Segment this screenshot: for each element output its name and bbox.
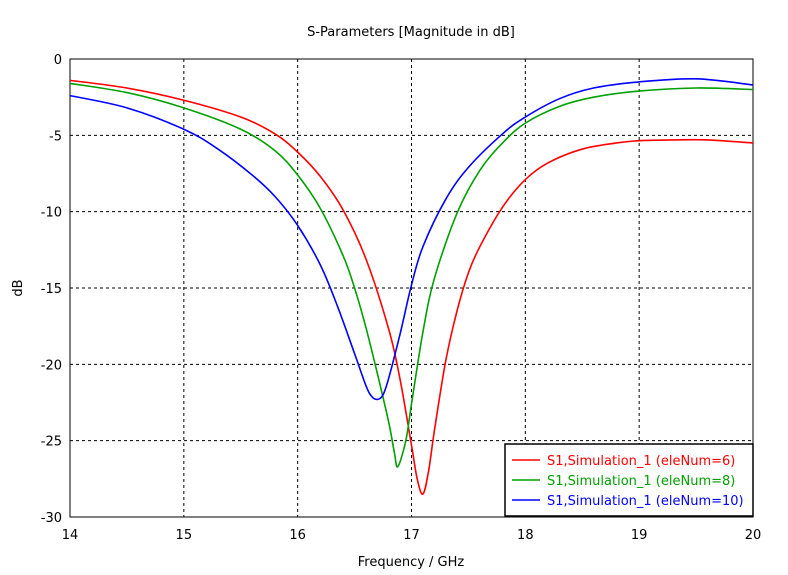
x-tick-label: 19: [631, 528, 648, 543]
x-tick-label: 17: [403, 528, 420, 543]
series-line-3: [69, 77, 754, 401]
legend-entry-2: S1,Simulation_1 (eleNum=8): [547, 474, 735, 489]
y-tick-label: -10: [41, 206, 62, 221]
y-tick-label: -20: [41, 358, 62, 373]
legend-entry-1: S1,Simulation_1 (eleNum=6): [547, 454, 735, 469]
series-line-2: [69, 82, 754, 468]
y-tick-label: -5: [49, 129, 62, 144]
y-tick-labels: 0 -5 -10 -15 -20 -25 -30: [41, 53, 62, 526]
chart-title: S-Parameters [Magnitude in dB]: [307, 25, 515, 40]
series-line-1: [69, 79, 754, 495]
y-tick-label: 0: [54, 53, 62, 68]
x-tick-label: 16: [289, 528, 306, 543]
x-tick-label: 15: [176, 528, 193, 543]
y-tick-label: -25: [41, 435, 62, 450]
x-tick-label: 18: [517, 528, 534, 543]
x-tick-label: 20: [745, 528, 762, 543]
plot-area-frame: [69, 58, 754, 518]
x-tick-label: 14: [62, 528, 79, 543]
legend: S1,Simulation_1 (eleNum=6) S1,Simulation_…: [504, 443, 754, 517]
legend-box: [504, 443, 754, 517]
x-axis-label: Frequency / GHz: [358, 555, 465, 570]
y-axis-label: dB: [11, 279, 26, 296]
legend-entry-3: S1,Simulation_1 (eleNum=10): [547, 494, 744, 509]
y-tick-label: -30: [41, 511, 62, 526]
x-tick-labels: 14 15 16 17 18 19 20: [62, 528, 762, 543]
series-layer: [69, 77, 754, 495]
y-tick-label: -15: [41, 282, 62, 297]
